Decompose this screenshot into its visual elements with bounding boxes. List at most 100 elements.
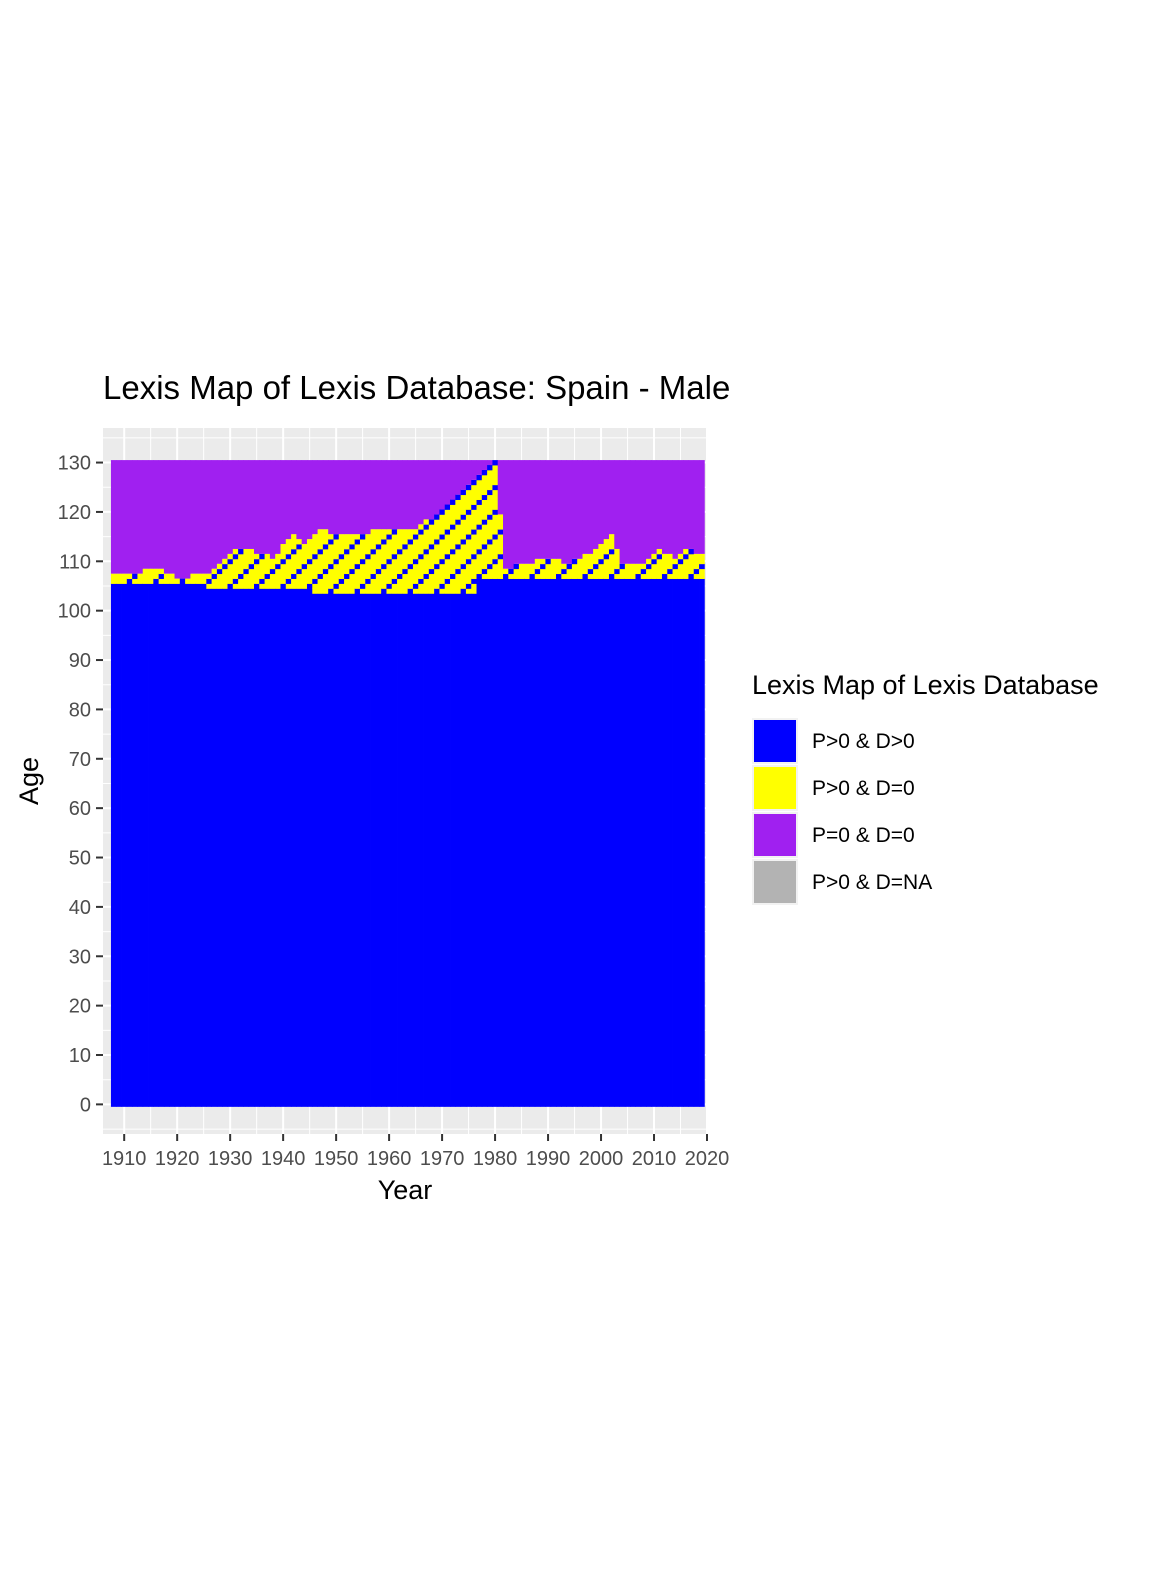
tile-transition [434,534,440,540]
tile-transition [465,504,472,510]
tile-transition [476,504,483,510]
tile-transition [275,578,281,584]
tile-column-purple [110,460,117,574]
tile-transition [608,553,615,560]
tile-transition [121,578,128,584]
tile-transition [275,558,281,565]
tile-transition [487,539,493,545]
tile-column-blue [635,578,642,1107]
tile-transition [306,553,313,560]
tile-transition [513,563,520,570]
tile-transition [497,524,504,530]
tile-transition [487,529,493,535]
tile-transition [381,529,387,535]
tile-transition [344,578,350,584]
tile-transition [450,578,456,584]
tile-transition [492,573,499,579]
y-tick-label: 50 [69,848,91,870]
x-axis-title: Year [378,1175,433,1205]
tile-column-purple [571,460,578,559]
tile-transition [434,539,440,545]
tile-transition [487,465,493,471]
tile-transition [407,568,414,575]
tile-column-purple [349,460,356,535]
tile-column-purple [116,460,122,574]
tile-transition [285,578,292,584]
tile-transition [232,553,239,560]
tile-transition [667,568,673,575]
tile-transition [259,553,265,560]
tile-transition [608,544,615,550]
tile-transition [688,568,695,575]
tile-column-blue [418,593,424,1107]
tile-column-blue [699,578,705,1107]
tile-column-purple [359,460,366,535]
tile-transition [487,484,493,491]
tile-transition [455,524,462,530]
tile-transition [492,474,499,481]
tile-column-blue [402,593,409,1107]
tile-column-purple [386,460,393,530]
tile-transition [619,568,626,575]
tile-transition [418,544,424,550]
tile-transition [412,583,419,589]
tile-transition [291,544,297,550]
y-tick-label: 100 [58,601,91,623]
tile-transition [264,563,271,570]
tile-column-blue [683,578,689,1107]
tile-transition [550,573,557,579]
tile-transition [243,558,250,565]
tile-transition [328,553,334,560]
tile-transition [450,499,456,505]
tile-column-blue [349,593,356,1107]
tile-transition [434,524,440,530]
tile-transition [455,519,462,525]
tile-transition [402,563,409,570]
tile-column-blue [174,583,181,1107]
tile-transition [391,578,398,584]
tile-transition [386,558,393,565]
tile-transition [391,548,398,555]
tile-transition [211,573,218,579]
tile-column-blue [312,593,318,1107]
tile-transition [306,573,313,579]
tile-transition [487,563,493,570]
tile-transition [312,558,318,565]
tile-transition [476,544,483,550]
tile-transition [487,558,493,565]
tile-column-purple [407,460,414,530]
tile-transition [370,539,377,545]
tile-transition [444,524,451,530]
tile-transition [450,548,456,555]
tile-transition [608,548,615,555]
tile-transition [238,558,244,565]
tile-column-blue [545,578,552,1107]
tile-transition [656,568,663,575]
tile-transition [386,553,393,560]
tile-transition [460,539,467,545]
tile-transition [312,544,318,550]
tile-transition [508,568,515,575]
tile-transition [322,544,329,550]
tile-column-purple [222,460,228,559]
tile-transition [444,504,451,510]
tile-transition [455,544,462,550]
tile-transition [624,563,631,570]
tile-transition [328,539,334,545]
tile-transition [699,553,705,560]
tile-transition [577,563,583,570]
tile-transition [328,588,334,594]
tile-transition [137,578,144,584]
tile-transition [577,558,583,565]
tile-transition [455,509,462,515]
tile-transition [418,568,424,575]
tile-transition [471,563,477,570]
tile-transition [492,563,499,570]
tile-transition [402,553,409,560]
tile-column-purple [503,460,509,569]
tile-transition [481,534,488,540]
tile-transition [582,558,589,565]
tile-transition [365,568,371,575]
tile-transition [259,583,265,589]
tile-column-purple [529,460,536,564]
